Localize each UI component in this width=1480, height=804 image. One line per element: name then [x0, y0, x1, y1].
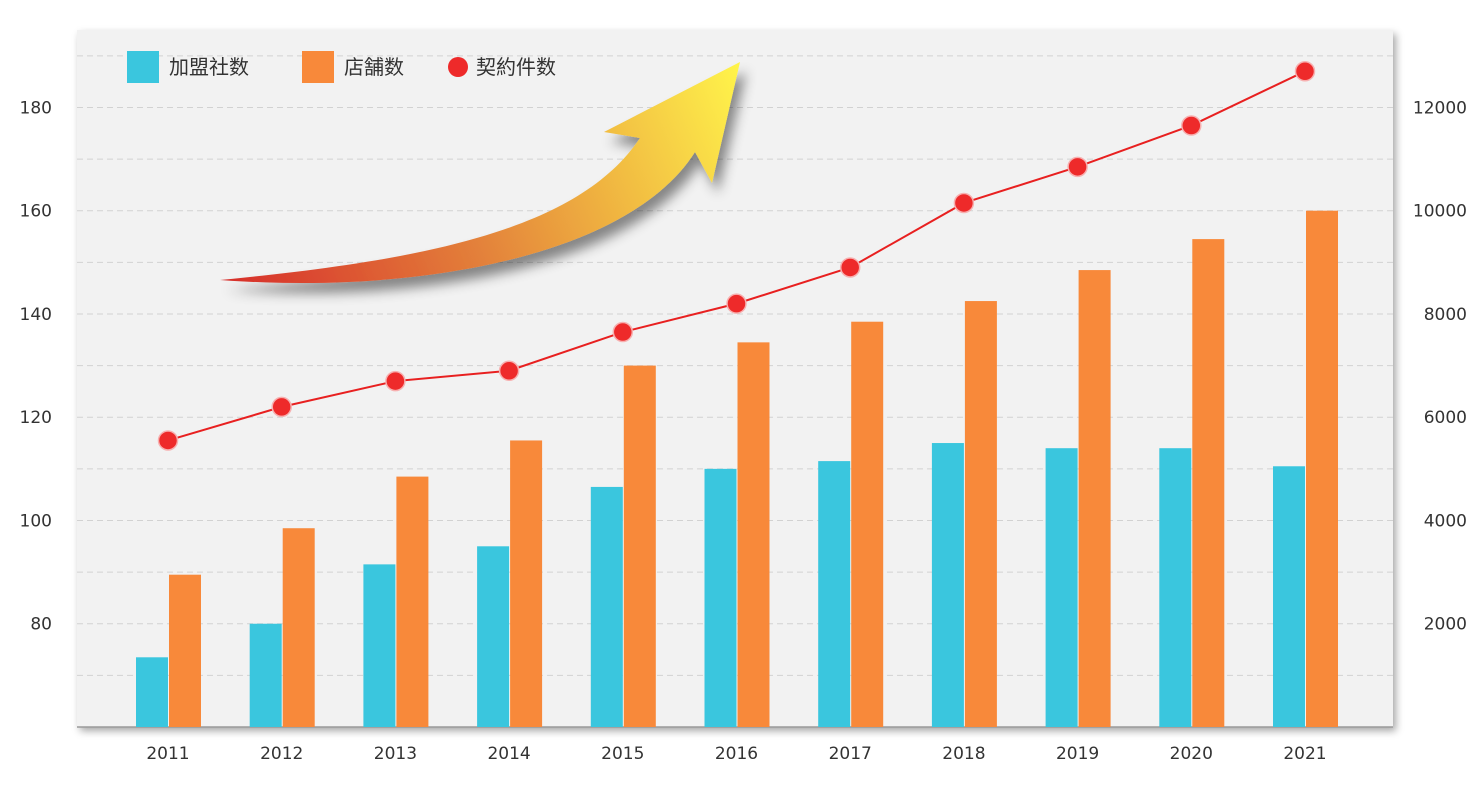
x-tick-label: 2013: [374, 744, 417, 764]
bar-stores: [396, 476, 429, 727]
y-left-tick-label: 80: [30, 615, 52, 635]
bar-stores: [1078, 270, 1111, 727]
x-tick-label: 2021: [1283, 744, 1326, 764]
y-right-tick-label: 6000: [1424, 408, 1467, 428]
bar-stores: [282, 528, 315, 727]
line-point-contracts: [498, 360, 520, 382]
bar-member-companies: [477, 546, 510, 727]
bar-stores: [1306, 210, 1338, 727]
x-tick-label: 2015: [601, 744, 644, 764]
bar-member-companies: [1045, 448, 1078, 727]
y-left-tick-label: 140: [20, 305, 52, 325]
y-left-tick-label: 100: [20, 511, 52, 531]
bar-member-companies: [1159, 448, 1192, 727]
line-point-contracts: [1181, 115, 1202, 136]
line-point-contracts: [1067, 156, 1088, 178]
line-point-contracts: [953, 192, 975, 214]
line-point-contracts: [157, 430, 179, 451]
bar-member-companies: [590, 486, 623, 727]
legend-label: 店舗数: [344, 55, 404, 79]
x-axis: 2011 2012 2013 2014 2015 2016 2017 2018 2019 2020…: [146, 744, 1326, 764]
legend-marker: [448, 57, 468, 77]
x-tick-label: 2016: [715, 744, 758, 764]
line-point-contracts: [726, 293, 747, 314]
bar-member-companies: [136, 657, 168, 727]
y-right-tick-label: 8000: [1424, 305, 1467, 325]
rising-arrow-decoration: [220, 62, 740, 284]
legend: 加盟社数 店舗数 契約件数: [127, 51, 556, 83]
line-point-contracts: [839, 257, 861, 278]
y-left-tick-label: 120: [20, 408, 52, 428]
y-right-tick-label: 12000: [1413, 98, 1467, 118]
y-left-tick-label: 160: [20, 202, 52, 222]
x-tick-label: 2011: [146, 744, 189, 764]
bar-series: [136, 210, 1338, 727]
bar-member-companies: [249, 623, 282, 727]
y-left-tick-label: 180: [20, 98, 52, 118]
x-tick-label: 2012: [260, 744, 303, 764]
legend-swatch: [127, 51, 159, 83]
line-point-contracts: [385, 370, 406, 392]
y-right-tick-label: 4000: [1424, 511, 1467, 531]
x-tick-label: 2017: [829, 744, 872, 764]
bar-stores: [851, 321, 884, 727]
line-point-contracts: [271, 396, 292, 418]
bar-stores: [1192, 239, 1225, 727]
legend-label: 契約件数: [476, 55, 556, 79]
legend-label: 加盟社数: [169, 55, 249, 79]
bar-member-companies: [931, 443, 964, 727]
line-series: [157, 61, 1316, 451]
x-tick-label: 2019: [1056, 744, 1099, 764]
line-point-contracts: [612, 321, 634, 343]
bar-stores: [964, 301, 997, 727]
y-right-tick-label: 10000: [1413, 202, 1467, 222]
y-axis-left: 80 100 120 140 160 180: [20, 98, 52, 634]
x-tick-label: 2020: [1170, 744, 1213, 764]
bar-member-companies: [818, 461, 851, 727]
y-right-tick-label: 2000: [1424, 615, 1467, 635]
y-axis-right: 2000 4000 6000 8000 10000 12000: [1413, 98, 1467, 634]
bar-member-companies: [704, 468, 737, 727]
bar-stores: [510, 440, 543, 727]
bar-stores: [169, 574, 201, 727]
x-tick-label: 2018: [942, 744, 985, 764]
bar-stores: [737, 342, 770, 727]
x-tick-label: 2014: [487, 744, 530, 764]
bar-member-companies: [1273, 466, 1305, 727]
legend-swatch: [302, 51, 334, 83]
line-point-contracts: [1294, 61, 1316, 82]
bar-member-companies: [363, 564, 396, 727]
bar-stores: [623, 365, 656, 727]
